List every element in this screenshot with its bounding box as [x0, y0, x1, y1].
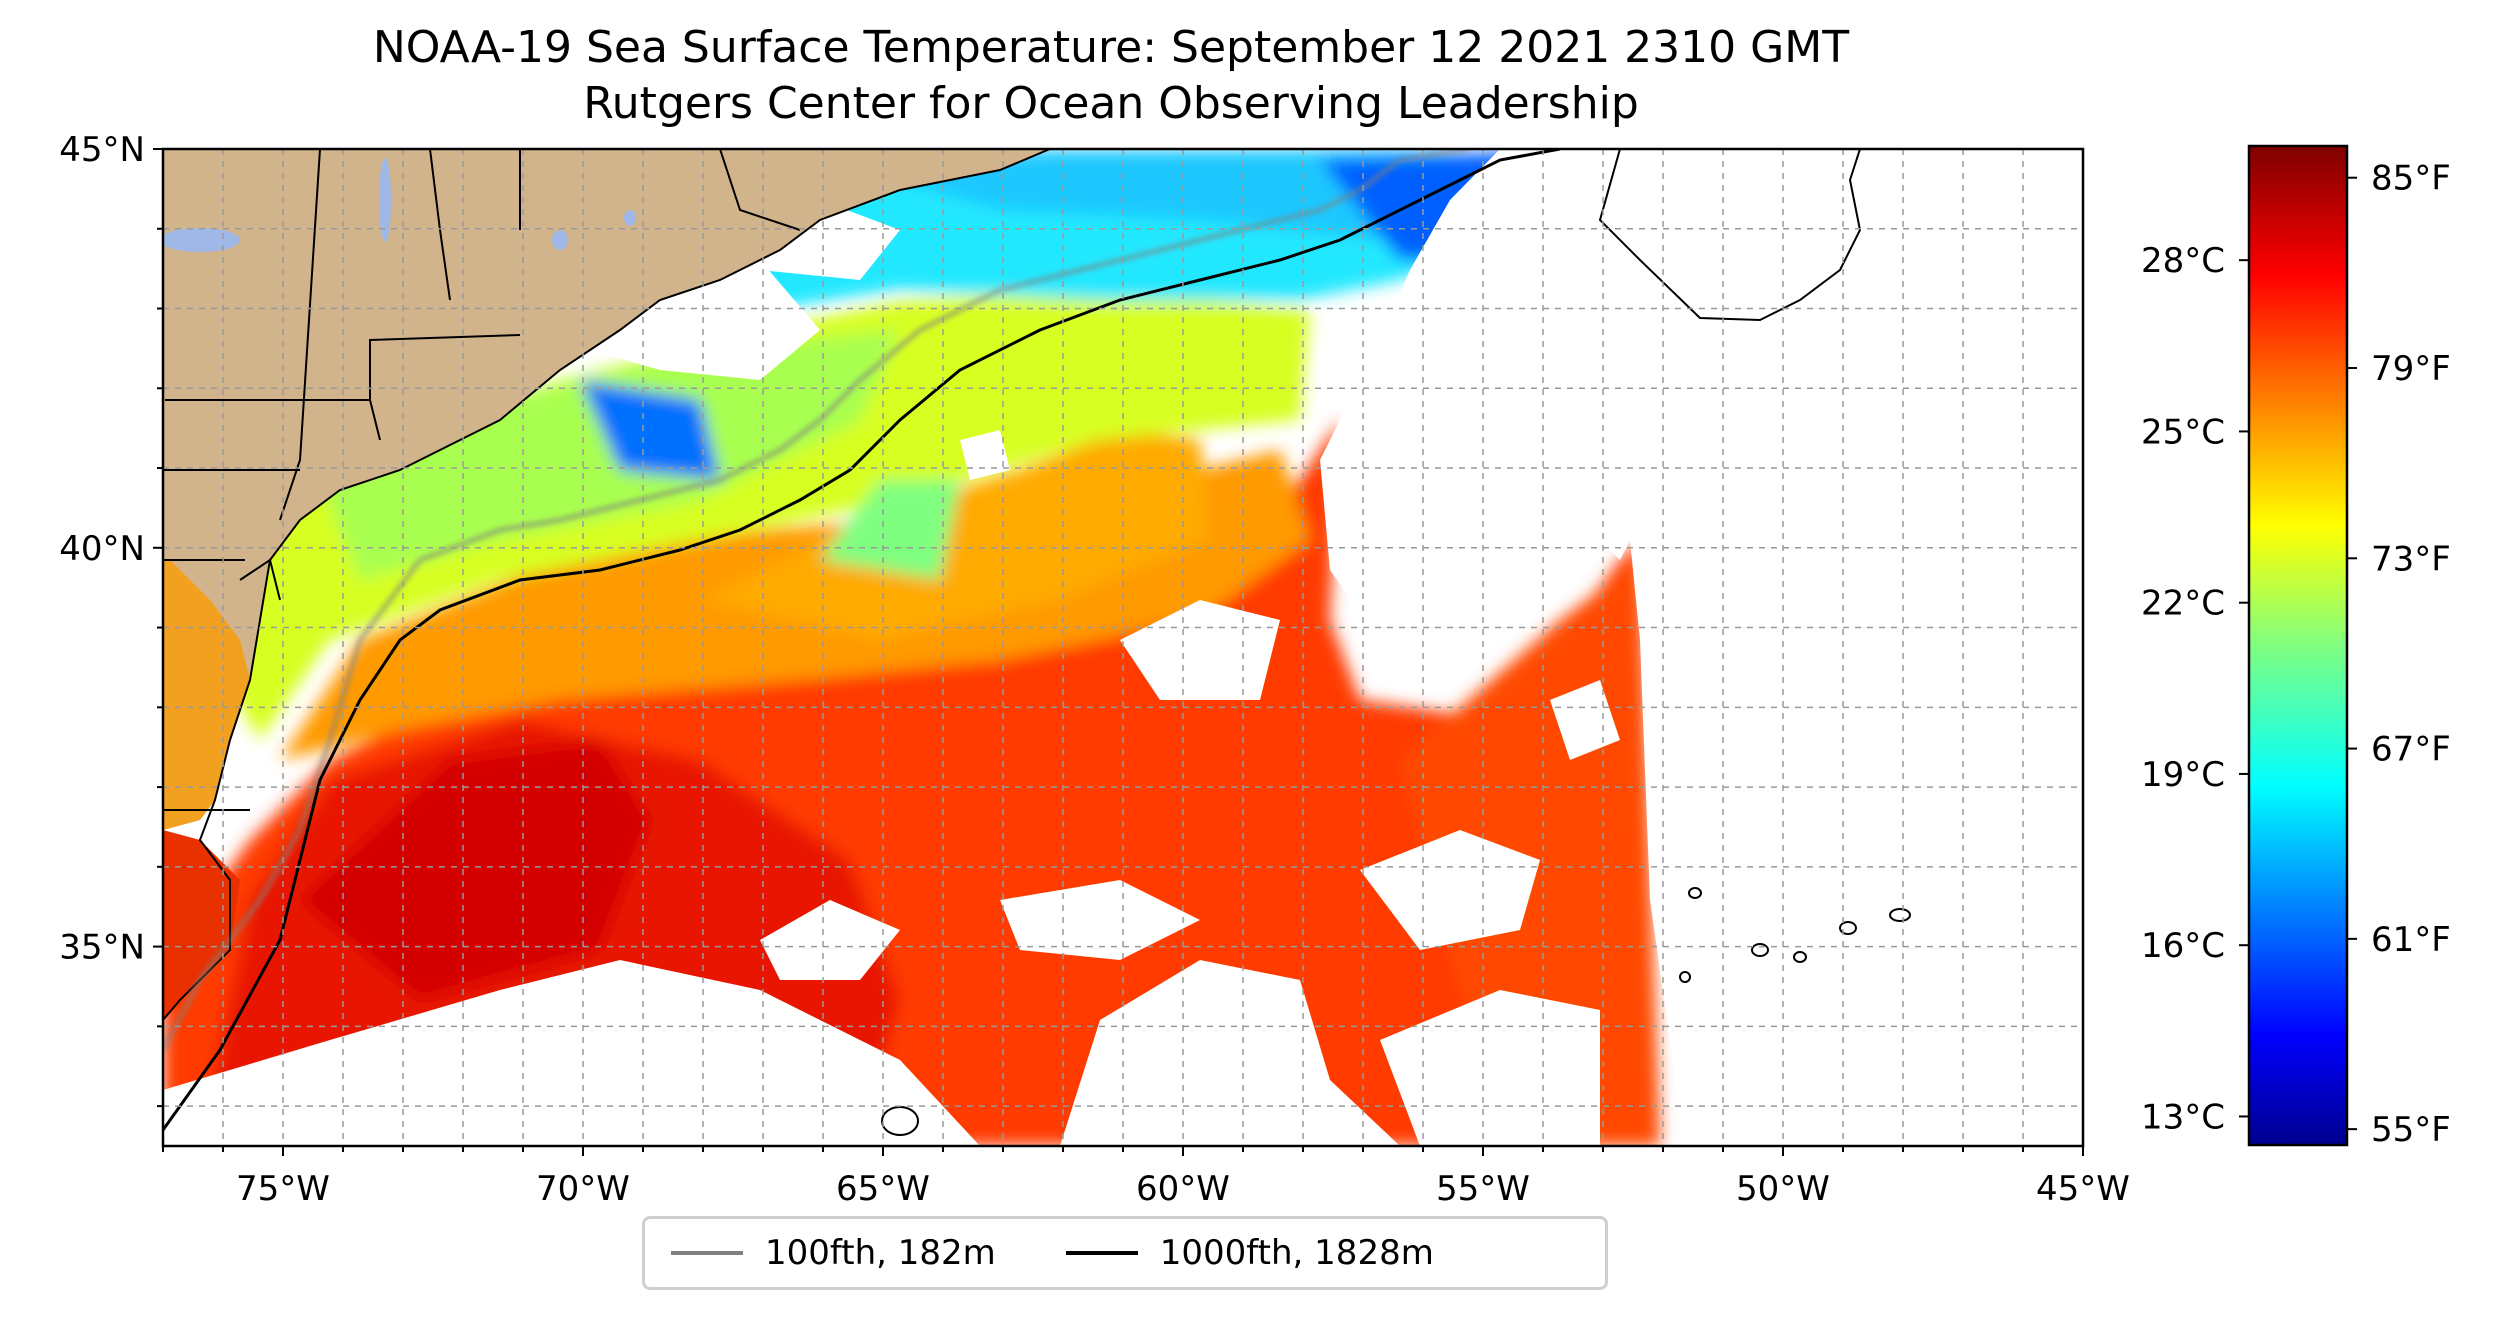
colorbar-c-label: 13°C [2141, 1097, 2225, 1137]
cloud-mask [163, 149, 2083, 1146]
colorbar-f-label: 67°F [2371, 730, 2451, 770]
colorbar-c-label: 16°C [2141, 926, 2225, 966]
latitude-axis: 45°N 40°N 35°N [59, 130, 163, 1108]
sst-map [163, 149, 2083, 1146]
x-tick-label: 75°W [236, 1169, 330, 1209]
colorbar: 55°F 61°F 67°F 73°F 79°F 85°F 13°C 16°C 19°C 22°… [2141, 144, 2451, 1150]
colorbar-celsius-axis: 13°C 16°C 19°C 22°C 25°C 28°C [2141, 241, 2249, 1137]
map-subtitle: Rutgers Center for Ocean Observing Leade… [583, 78, 1639, 129]
longitude-axis: 75°W 70°W 65°W 60°W 55°W 50°W 45°W [162, 1146, 2130, 1209]
legend-label-100fth: 100fth, 182m [765, 1233, 996, 1273]
legend-swatch-100fth [671, 1251, 743, 1255]
colorbar-f-label: 85°F [2371, 159, 2451, 199]
map-title: NOAA-19 Sea Surface Temperature: Septemb… [372, 22, 1850, 73]
colorbar-c-label: 22°C [2141, 584, 2225, 624]
islands [881, 887, 1911, 1136]
legend-item-100fth: 100fth, 182m [645, 1233, 996, 1273]
colorbar-f-label: 79°F [2371, 349, 2451, 389]
colorbar-f-label: 61°F [2371, 920, 2451, 960]
x-tick-label: 65°W [836, 1169, 930, 1209]
x-tick-label: 55°W [1436, 1169, 1530, 1209]
colorbar-f-label: 73°F [2371, 539, 2451, 579]
y-tick-label: 35°N [59, 928, 145, 968]
nova-scotia [1598, 149, 1862, 322]
colorbar-c-label: 28°C [2141, 241, 2225, 281]
colorbar-frame [2247, 144, 2349, 1147]
x-tick-label: 70°W [536, 1169, 630, 1209]
isobath-1000fth [163, 149, 1561, 1131]
colorbar-f-label: 55°F [2371, 1110, 2451, 1150]
legend: 100fth, 182m 1000fth, 1828m [642, 1216, 1608, 1290]
y-tick-label: 40°N [59, 529, 145, 569]
colorbar-gradient [2249, 146, 2347, 1145]
colorbar-c-label: 19°C [2141, 755, 2225, 795]
x-tick-label: 45°W [2036, 1169, 2130, 1209]
legend-label-1000fth: 1000fth, 1828m [1159, 1233, 1434, 1273]
x-tick-label: 50°W [1736, 1169, 1830, 1209]
x-tick-label: 60°W [1136, 1169, 1230, 1209]
graticule [163, 149, 2083, 1146]
colorbar-fahrenheit-axis: 55°F 61°F 67°F 73°F 79°F 85°F [2347, 159, 2451, 1150]
isobath-100fth [163, 149, 1471, 1051]
legend-item-1000fth: 1000fth, 1828m [1040, 1233, 1434, 1273]
colorbar-c-label: 25°C [2141, 412, 2225, 452]
y-tick-label: 45°N [59, 130, 145, 170]
legend-swatch-1000fth [1065, 1251, 1138, 1255]
